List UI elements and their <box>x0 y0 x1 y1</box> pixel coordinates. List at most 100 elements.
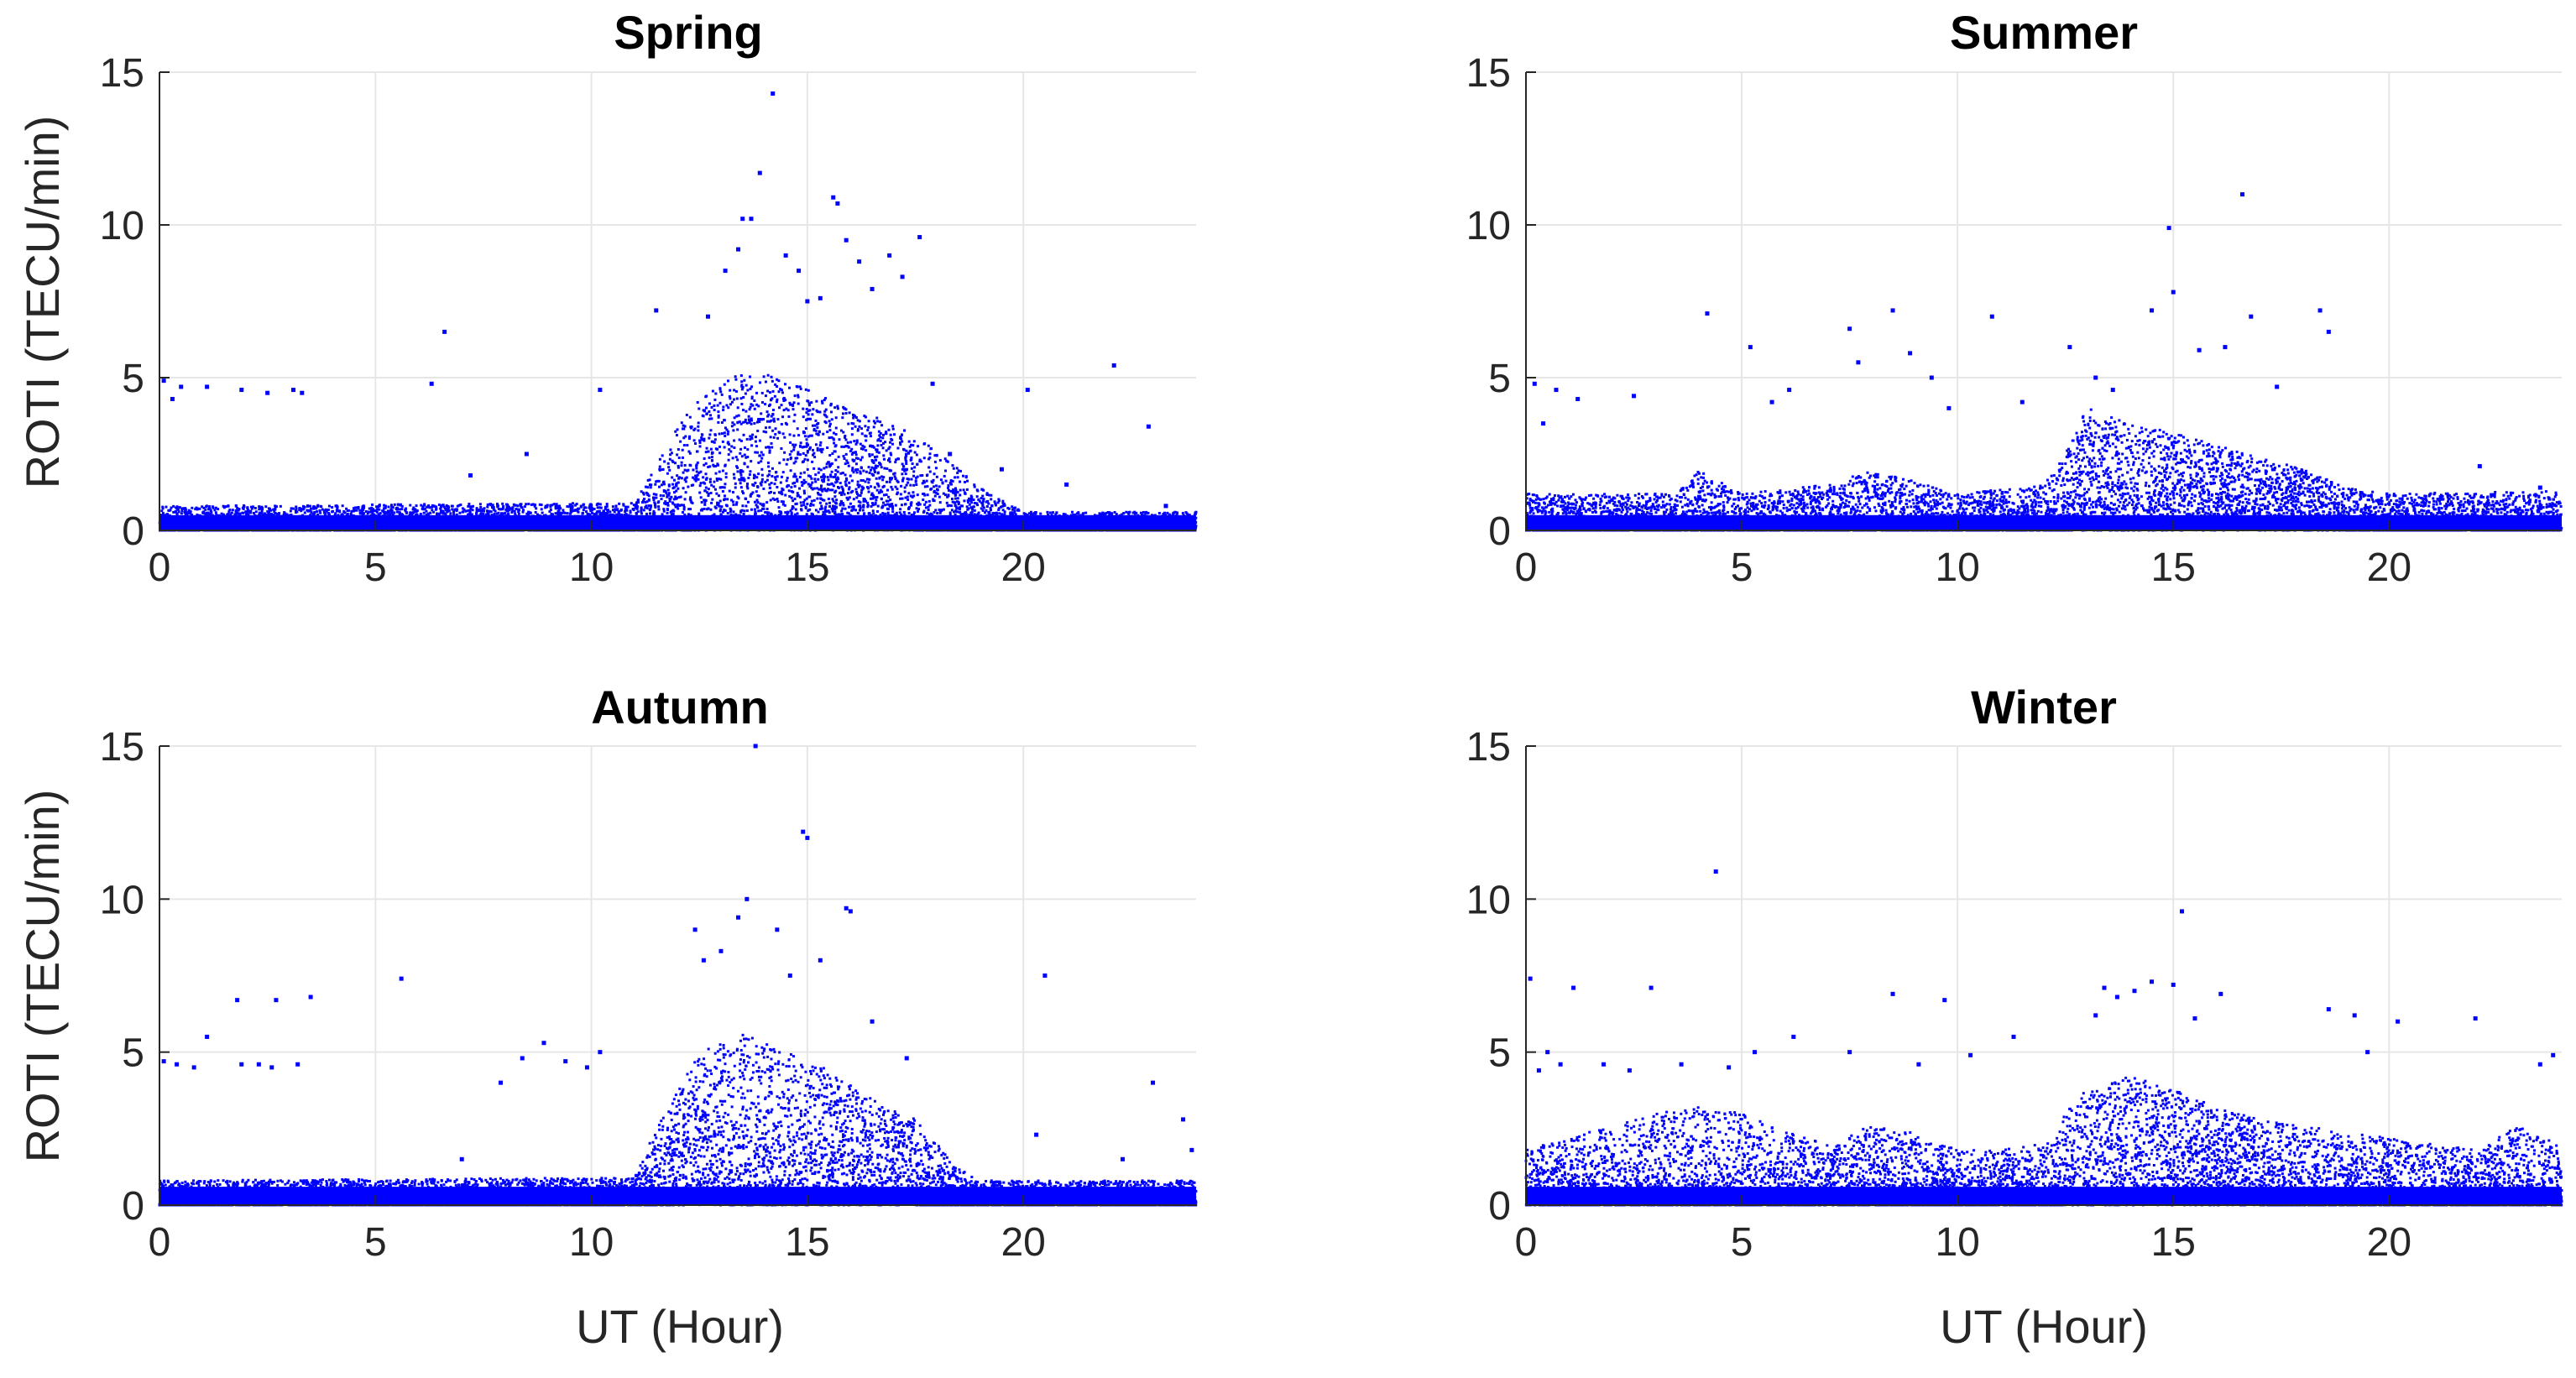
scatter-point <box>628 525 631 529</box>
scatter-point <box>303 511 306 514</box>
scatter-point <box>860 478 863 482</box>
scatter-point <box>457 525 461 529</box>
scatter-point <box>729 389 732 392</box>
scatter-point <box>1010 527 1013 530</box>
scatter-point <box>898 521 901 525</box>
scatter-point <box>703 437 706 441</box>
scatter-point <box>858 425 861 428</box>
scatter-point <box>249 505 253 509</box>
scatter-point <box>828 436 831 440</box>
scatter-point <box>811 424 814 427</box>
scatter-point <box>912 474 916 478</box>
scatter-point <box>653 517 656 520</box>
scatter-point <box>885 480 888 483</box>
scatter-point <box>645 507 649 510</box>
scatter-point <box>776 485 779 488</box>
scatter-point <box>706 508 709 511</box>
scatter-point <box>809 525 813 528</box>
scatter-point <box>838 520 841 524</box>
scatter-point <box>1127 512 1131 515</box>
scatter-point <box>813 467 816 470</box>
scatter-point <box>978 499 981 503</box>
scatter-point <box>704 451 708 454</box>
scatter-point <box>637 519 640 522</box>
scatter-point <box>903 490 907 493</box>
scatter-point <box>709 447 713 451</box>
scatter-point <box>445 504 448 507</box>
scatter-point <box>529 511 532 514</box>
scatter-point <box>832 499 835 503</box>
scatter-point <box>830 436 833 439</box>
scatter-point <box>765 420 769 423</box>
scatter-point <box>854 462 858 466</box>
scatter-point <box>886 508 890 511</box>
scatter-point <box>540 508 543 511</box>
scatter-point <box>1113 510 1116 514</box>
scatter-point <box>940 509 943 512</box>
scatter-point <box>679 440 682 443</box>
scatter-point <box>810 434 813 437</box>
scatter-point <box>970 526 974 530</box>
scatter-point <box>830 418 833 421</box>
scatter-point <box>161 505 165 509</box>
scatter-point <box>881 436 885 440</box>
scatter-point <box>771 474 774 478</box>
scatter-point <box>735 501 739 504</box>
scatter-point <box>677 481 680 484</box>
scatter-point <box>334 512 337 515</box>
scatter-point <box>1000 513 1003 516</box>
scatter-point <box>666 462 670 465</box>
scatter-point <box>752 477 755 480</box>
scatter-point <box>733 416 736 420</box>
scatter-point <box>220 512 223 515</box>
scatter-point <box>949 483 953 486</box>
scatter-point <box>962 488 965 492</box>
scatter-point <box>842 455 845 458</box>
scatter-point <box>745 509 749 513</box>
scatter-point <box>675 434 678 437</box>
scatter-point <box>765 431 768 434</box>
scatter-point <box>400 504 404 508</box>
scatter-point <box>901 517 904 520</box>
scatter-point <box>681 456 684 459</box>
scatter-point <box>258 516 261 519</box>
scatter-point <box>683 498 687 501</box>
scatter-point <box>885 493 888 497</box>
scatter-point <box>804 388 807 391</box>
scatter-point <box>861 509 865 512</box>
scatter-point <box>290 507 293 510</box>
scatter-point <box>1055 518 1058 521</box>
scatter-point <box>1089 518 1092 521</box>
scatter-point <box>735 415 739 418</box>
scatter-point <box>332 509 335 513</box>
scatter-point <box>493 512 496 515</box>
scatter-point <box>703 527 706 530</box>
scatter-point <box>566 505 569 509</box>
scatter-point <box>944 517 948 520</box>
scatter-point <box>556 515 560 519</box>
scatter-point <box>1074 517 1078 520</box>
scatter-point <box>387 505 390 509</box>
scatter-point <box>907 481 910 484</box>
scatter-point <box>993 500 996 504</box>
scatter-point <box>830 462 833 466</box>
scatter-point <box>938 495 941 498</box>
scatter-point <box>832 431 835 435</box>
dense-cloud <box>158 373 1198 532</box>
scatter-point <box>834 489 838 493</box>
scatter-point <box>909 494 912 498</box>
scatter-point <box>762 504 765 508</box>
scatter-point <box>918 503 922 506</box>
scatter-point <box>843 436 846 439</box>
scatter-point <box>884 504 887 507</box>
scatter-point <box>713 505 717 509</box>
scatter-point <box>789 509 792 513</box>
scatter-point <box>942 492 945 495</box>
scatter-point <box>784 493 787 497</box>
scatter-point <box>523 505 526 509</box>
scatter-point <box>817 510 820 514</box>
scatter-point <box>590 517 593 520</box>
scatter-point <box>530 503 533 506</box>
scatter-point <box>918 458 922 462</box>
scatter-point <box>536 513 539 516</box>
